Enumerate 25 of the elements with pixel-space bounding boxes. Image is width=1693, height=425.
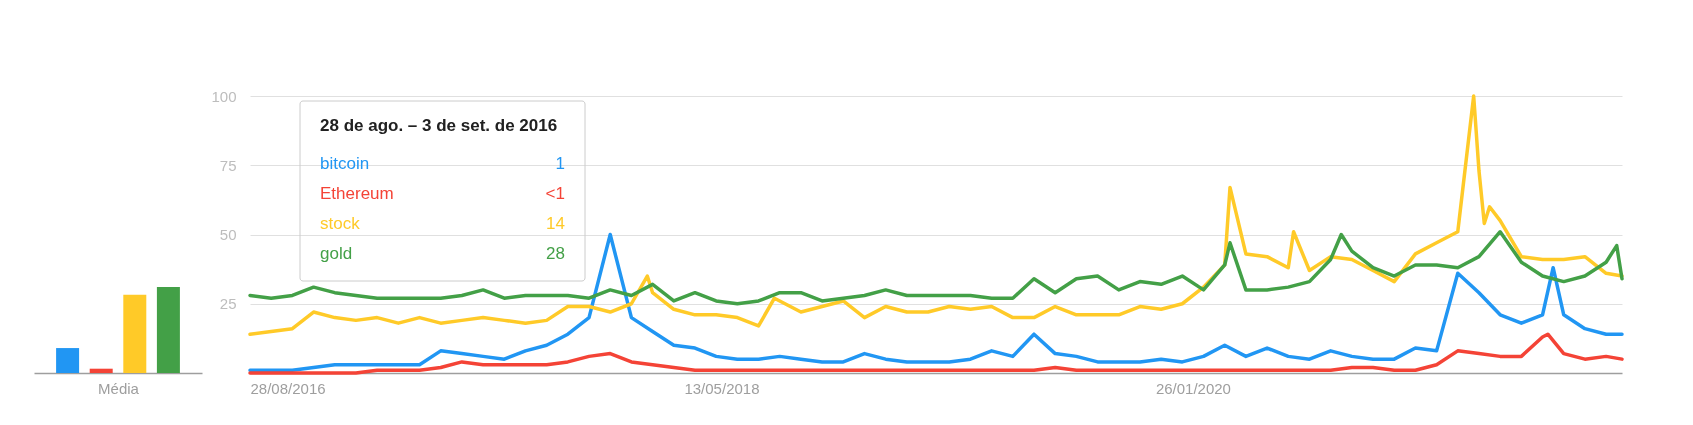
text: Ethereum	[320, 184, 394, 203]
annotation: 1	[555, 154, 565, 173]
series-label: gold	[320, 244, 353, 263]
line-series	[248, 94, 1624, 336]
bar	[56, 348, 80, 373]
bar	[89, 368, 113, 373]
x-tick-label: 28/08/2016	[250, 379, 326, 397]
line-series	[248, 232, 1624, 372]
line-series	[248, 229, 1624, 306]
y-tick-label: 25	[219, 295, 237, 313]
x-tick-label: 13/05/2018	[684, 379, 760, 397]
y-tick-label: 75	[219, 156, 237, 174]
text: bitcoin	[320, 154, 370, 173]
annotation: <1	[545, 184, 565, 203]
y-tick-label: 50	[219, 226, 237, 243]
annotation: 28 de ago. – 3 de set. de 2016	[320, 116, 558, 135]
x-tick-label: 26/01/2020	[1155, 379, 1231, 397]
x-axis-title: Média	[98, 379, 140, 397]
text: stock	[320, 214, 361, 233]
y-tick-label: 100	[211, 87, 237, 105]
bar	[156, 287, 180, 373]
annotation: 14	[546, 214, 565, 233]
annotation: 28	[546, 244, 565, 263]
bar	[123, 294, 147, 373]
line-series	[248, 332, 1624, 375]
